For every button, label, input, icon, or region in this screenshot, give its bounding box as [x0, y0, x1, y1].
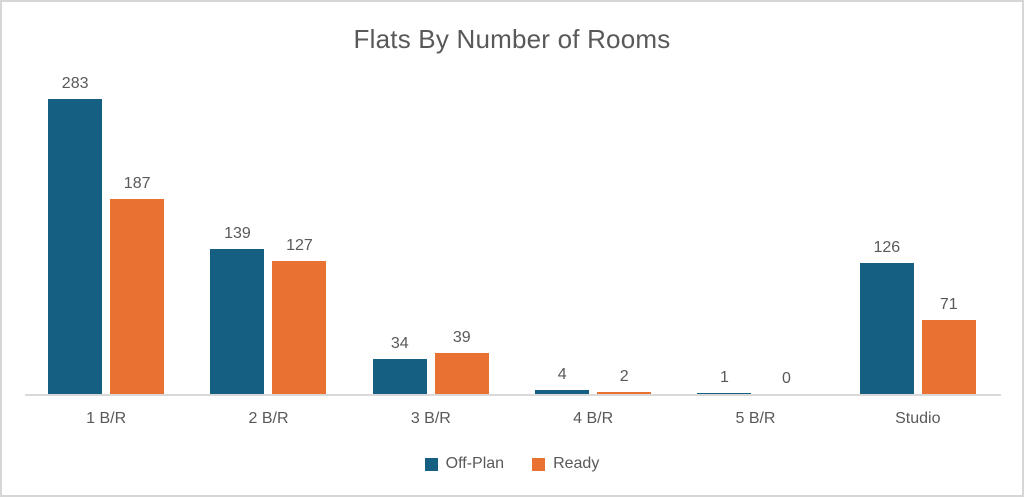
bar-off-plan — [48, 99, 103, 394]
legend-item-off-plan: Off-Plan — [424, 455, 505, 473]
bar-column: 1 — [697, 369, 752, 394]
legend-swatch-icon — [424, 457, 438, 471]
legend-label: Off-Plan — [445, 455, 505, 472]
bar-off-plan — [859, 263, 914, 394]
bar-column: 0 — [759, 371, 813, 394]
bar-column: 39 — [434, 329, 489, 394]
bar-group-2-b-r: 139 127 — [187, 81, 349, 394]
x-axis-label: 1 B/R — [86, 410, 127, 427]
bar-ready — [597, 392, 652, 394]
bar-value-label: 187 — [123, 175, 151, 192]
bar-off-plan — [372, 359, 427, 394]
bar-column: 187 — [110, 175, 165, 394]
legend-item-ready: Ready — [532, 455, 599, 473]
bar-ready — [110, 199, 165, 394]
bar-value-label: 2 — [619, 368, 629, 385]
bar-off-plan — [210, 249, 265, 394]
bar-value-label: 126 — [873, 239, 901, 256]
x-axis-label: Studio — [895, 410, 941, 427]
legend: Off-Plan Ready — [2, 455, 1022, 473]
legend-swatch-icon — [532, 457, 546, 471]
x-axis-label: 3 B/R — [410, 410, 451, 427]
bar-value-label: 4 — [557, 366, 567, 383]
bar-value-label: 139 — [224, 225, 251, 242]
bar-column: 2 — [597, 368, 652, 394]
bar-column: 283 — [48, 75, 103, 394]
bar-off-plan — [697, 393, 752, 394]
bar-column: 71 — [921, 296, 976, 394]
bar-value-label: 39 — [452, 329, 471, 346]
bar-ready — [272, 261, 327, 394]
bar-column: 139 — [210, 225, 265, 394]
bar-column: 4 — [535, 366, 590, 394]
bar-ready — [434, 353, 489, 394]
bar-value-label: 0 — [782, 370, 791, 387]
bar-group-1-b-r: 283 187 — [25, 76, 187, 394]
bar-group-studio: 126 71 — [837, 81, 999, 394]
bar-value-label: 283 — [61, 75, 89, 92]
bar-value-label: 71 — [939, 296, 958, 313]
chart-title: Flats By Number of Rooms — [353, 24, 671, 54]
bar-value-label: 34 — [390, 335, 409, 352]
bar-value-label: 1 — [720, 369, 729, 386]
bar-column: 126 — [859, 239, 914, 394]
x-axis-label: 5 B/R — [735, 410, 776, 427]
bar-ready — [921, 320, 976, 394]
bar-column: 127 — [272, 237, 327, 394]
bar-off-plan — [535, 390, 590, 394]
bar-group-3-b-r: 34 39 — [350, 81, 512, 394]
plot-area: 283 187 139 127 34 39 4 2 1 0 126 71 — [25, 76, 999, 394]
x-axis-label: 4 B/R — [573, 410, 614, 427]
x-axis-label: 2 B/R — [248, 410, 289, 427]
bar-column: 34 — [372, 335, 427, 394]
x-axis-labels: 1 B/R 2 B/R 3 B/R 4 B/R 5 B/R Studio — [25, 410, 999, 428]
x-axis-line — [25, 394, 1001, 396]
bar-value-label: 127 — [286, 237, 313, 254]
legend-label: Ready — [553, 455, 600, 472]
